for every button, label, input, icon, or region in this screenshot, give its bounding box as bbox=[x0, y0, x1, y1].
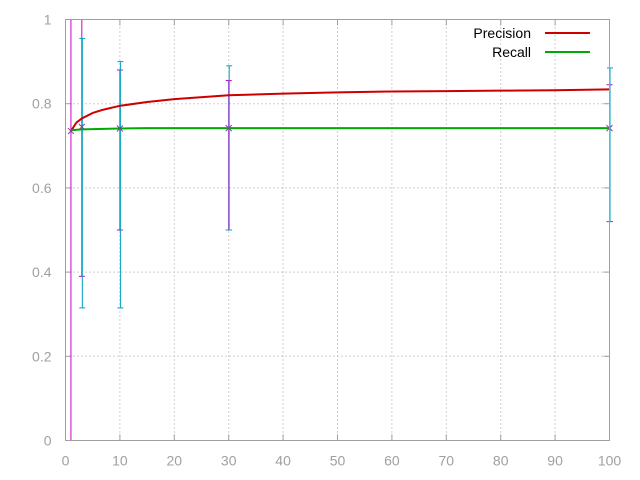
x-tick-label: 100 bbox=[598, 453, 622, 469]
x-tick-label: 70 bbox=[439, 453, 455, 469]
legend-label-precision: Precision bbox=[473, 25, 531, 41]
x-tick-label: 40 bbox=[275, 453, 291, 469]
point-marker bbox=[116, 125, 124, 132]
series-line-recall bbox=[70, 127, 610, 132]
y-tick-labels: 0 0.2 0.4 0.6 0.8 1 bbox=[32, 12, 52, 449]
point-marker bbox=[67, 127, 75, 135]
point-markers bbox=[67, 123, 613, 135]
x-tick-label: 90 bbox=[547, 453, 563, 469]
marker-stroke bbox=[116, 125, 124, 132]
legend: Precision Recall bbox=[473, 25, 590, 60]
marker-stroke bbox=[225, 124, 233, 132]
error-bars bbox=[67, 19, 613, 441]
marker-stroke bbox=[67, 127, 75, 135]
series-line-precision bbox=[70, 88, 610, 132]
legend-label-recall: Recall bbox=[492, 44, 531, 60]
x-tick-label: 20 bbox=[167, 453, 183, 469]
y-tick-label: 1 bbox=[44, 12, 52, 28]
plot-frame bbox=[65, 19, 610, 441]
x-tick-labels: 0 10 20 30 40 50 60 70 80 90 100 bbox=[62, 453, 622, 469]
x-tick-label: 0 bbox=[62, 453, 70, 469]
x-tick-label: 30 bbox=[221, 453, 237, 469]
y-tick-label: 0.6 bbox=[32, 180, 52, 196]
y-tick-label: 0.4 bbox=[32, 264, 52, 280]
x-tick-label: 80 bbox=[493, 453, 509, 469]
marker-stroke bbox=[78, 123, 86, 131]
x-tick-label: 50 bbox=[330, 453, 346, 469]
y-tick-label: 0.8 bbox=[32, 96, 52, 112]
axis-ticks bbox=[65, 19, 610, 441]
y-tick-label: 0 bbox=[44, 433, 52, 449]
point-marker bbox=[225, 124, 233, 132]
grid bbox=[65, 19, 610, 441]
x-tick-label: 10 bbox=[112, 453, 128, 469]
x-tick-label: 60 bbox=[384, 453, 400, 469]
series-lines bbox=[70, 88, 610, 132]
y-tick-label: 0.2 bbox=[32, 348, 52, 364]
point-marker bbox=[78, 123, 86, 131]
